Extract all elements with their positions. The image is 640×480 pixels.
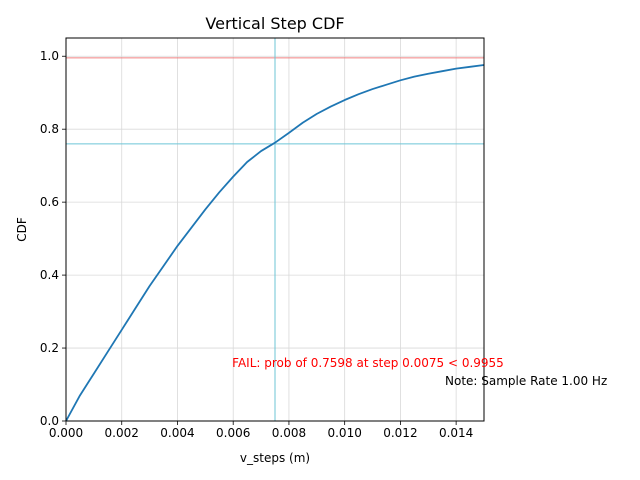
sample-rate-note: Note: Sample Rate 1.00 Hz (445, 374, 607, 388)
fail-annotation: FAIL: prob of 0.7598 at step 0.0075 < 0.… (232, 356, 504, 370)
chart-title: Vertical Step CDF (205, 14, 344, 33)
x-tick-label: 0.014 (439, 426, 473, 440)
series-group (65, 64, 485, 422)
x-tick-label: 0.010 (327, 426, 361, 440)
y-tick-label: 0.2 (40, 341, 59, 355)
x-axis-label: v_steps (m) (240, 451, 310, 465)
x-tick-label: 0.002 (105, 426, 139, 440)
x-axis-ticks: 0.000 0.002 0.004 0.006 0.008 0.010 0.012 0.014 (49, 421, 473, 440)
y-tick-label: 0.6 (40, 195, 59, 209)
y-tick-label: 0.8 (40, 122, 59, 136)
cdf-line (65, 64, 485, 422)
y-tick-label: 0.0 (40, 414, 59, 428)
plot-frame (65, 37, 485, 422)
x-tick-label: 0.000 (49, 426, 83, 440)
reference-lines (66, 38, 484, 421)
y-tick-label: 1.0 (40, 49, 59, 63)
y-axis-label: CDF (15, 217, 29, 242)
y-axis-ticks: 0.0 0.2 0.4 0.6 0.8 1.0 (40, 49, 66, 428)
x-tick-label: 0.008 (272, 426, 306, 440)
y-tick-label: 0.4 (40, 268, 59, 282)
x-tick-label: 0.012 (383, 426, 417, 440)
x-tick-label: 0.006 (216, 426, 250, 440)
x-tick-label: 0.004 (160, 426, 194, 440)
